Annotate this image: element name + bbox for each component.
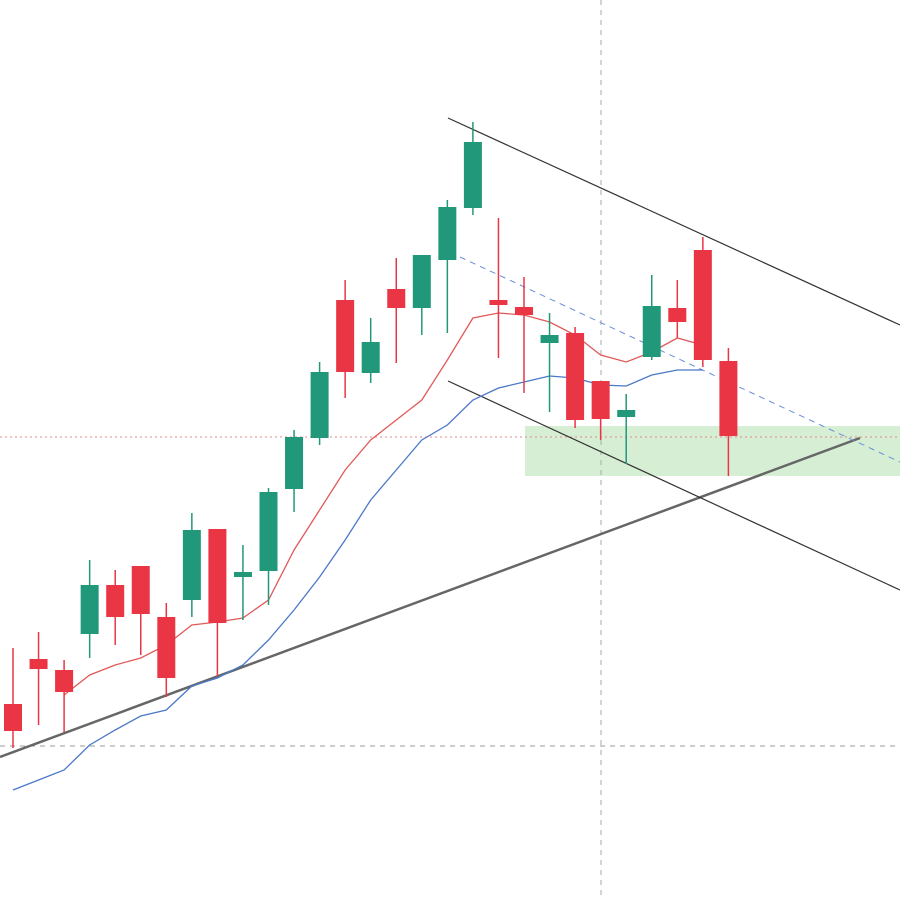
candle-body xyxy=(719,361,738,436)
candle-body xyxy=(617,410,636,417)
candle-body xyxy=(591,381,610,419)
candle-body xyxy=(489,300,508,305)
support-zone xyxy=(525,426,900,476)
candle-body xyxy=(80,585,99,634)
candle-body xyxy=(438,207,457,260)
candle-body xyxy=(131,566,150,614)
candle-body xyxy=(361,342,380,373)
candle-body xyxy=(106,585,125,617)
channel-lower xyxy=(447,380,900,591)
trendline xyxy=(0,436,861,759)
candle-body xyxy=(55,670,74,692)
candle-body xyxy=(29,659,48,669)
candle-body xyxy=(310,372,329,438)
candle-body xyxy=(208,529,227,623)
candle-body xyxy=(540,335,559,343)
candle-body xyxy=(233,572,252,577)
candle-body xyxy=(182,530,201,600)
candle-body xyxy=(157,617,176,678)
candle-body xyxy=(387,289,406,308)
candle-body xyxy=(285,437,304,489)
candle-body xyxy=(566,333,585,420)
candle-body xyxy=(259,492,278,571)
candle-body xyxy=(693,250,712,360)
candle-body xyxy=(336,300,355,372)
channel-upper xyxy=(447,117,900,326)
candle-body xyxy=(515,307,533,315)
candle-body xyxy=(463,142,482,208)
candle-body xyxy=(668,308,687,322)
candle-body xyxy=(412,255,431,308)
candle-body xyxy=(642,306,661,357)
moving-average xyxy=(12,369,703,791)
channel-mid xyxy=(459,256,900,463)
candle-body xyxy=(4,704,22,731)
